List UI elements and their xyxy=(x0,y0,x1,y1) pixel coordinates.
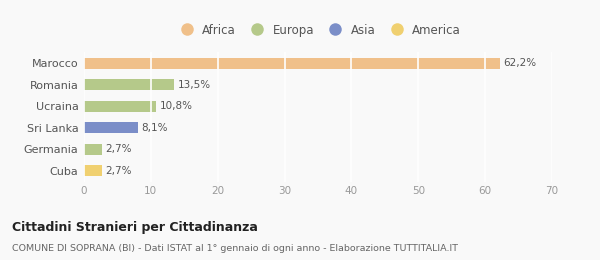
Legend: Africa, Europa, Asia, America: Africa, Europa, Asia, America xyxy=(170,19,466,41)
Bar xyxy=(84,79,174,90)
Text: 2,7%: 2,7% xyxy=(106,144,132,154)
Bar xyxy=(84,122,138,133)
Text: COMUNE DI SOPRANA (BI) - Dati ISTAT al 1° gennaio di ogni anno - Elaborazione TU: COMUNE DI SOPRANA (BI) - Dati ISTAT al 1… xyxy=(12,244,458,254)
Text: 2,7%: 2,7% xyxy=(106,166,132,176)
Text: 62,2%: 62,2% xyxy=(503,58,536,68)
Bar xyxy=(84,165,102,176)
Bar xyxy=(84,58,500,69)
Text: Cittadini Stranieri per Cittadinanza: Cittadini Stranieri per Cittadinanza xyxy=(12,221,258,234)
Text: 8,1%: 8,1% xyxy=(142,123,168,133)
Bar xyxy=(84,101,156,112)
Text: 10,8%: 10,8% xyxy=(160,101,193,111)
Bar xyxy=(84,144,102,155)
Text: 13,5%: 13,5% xyxy=(178,80,211,90)
